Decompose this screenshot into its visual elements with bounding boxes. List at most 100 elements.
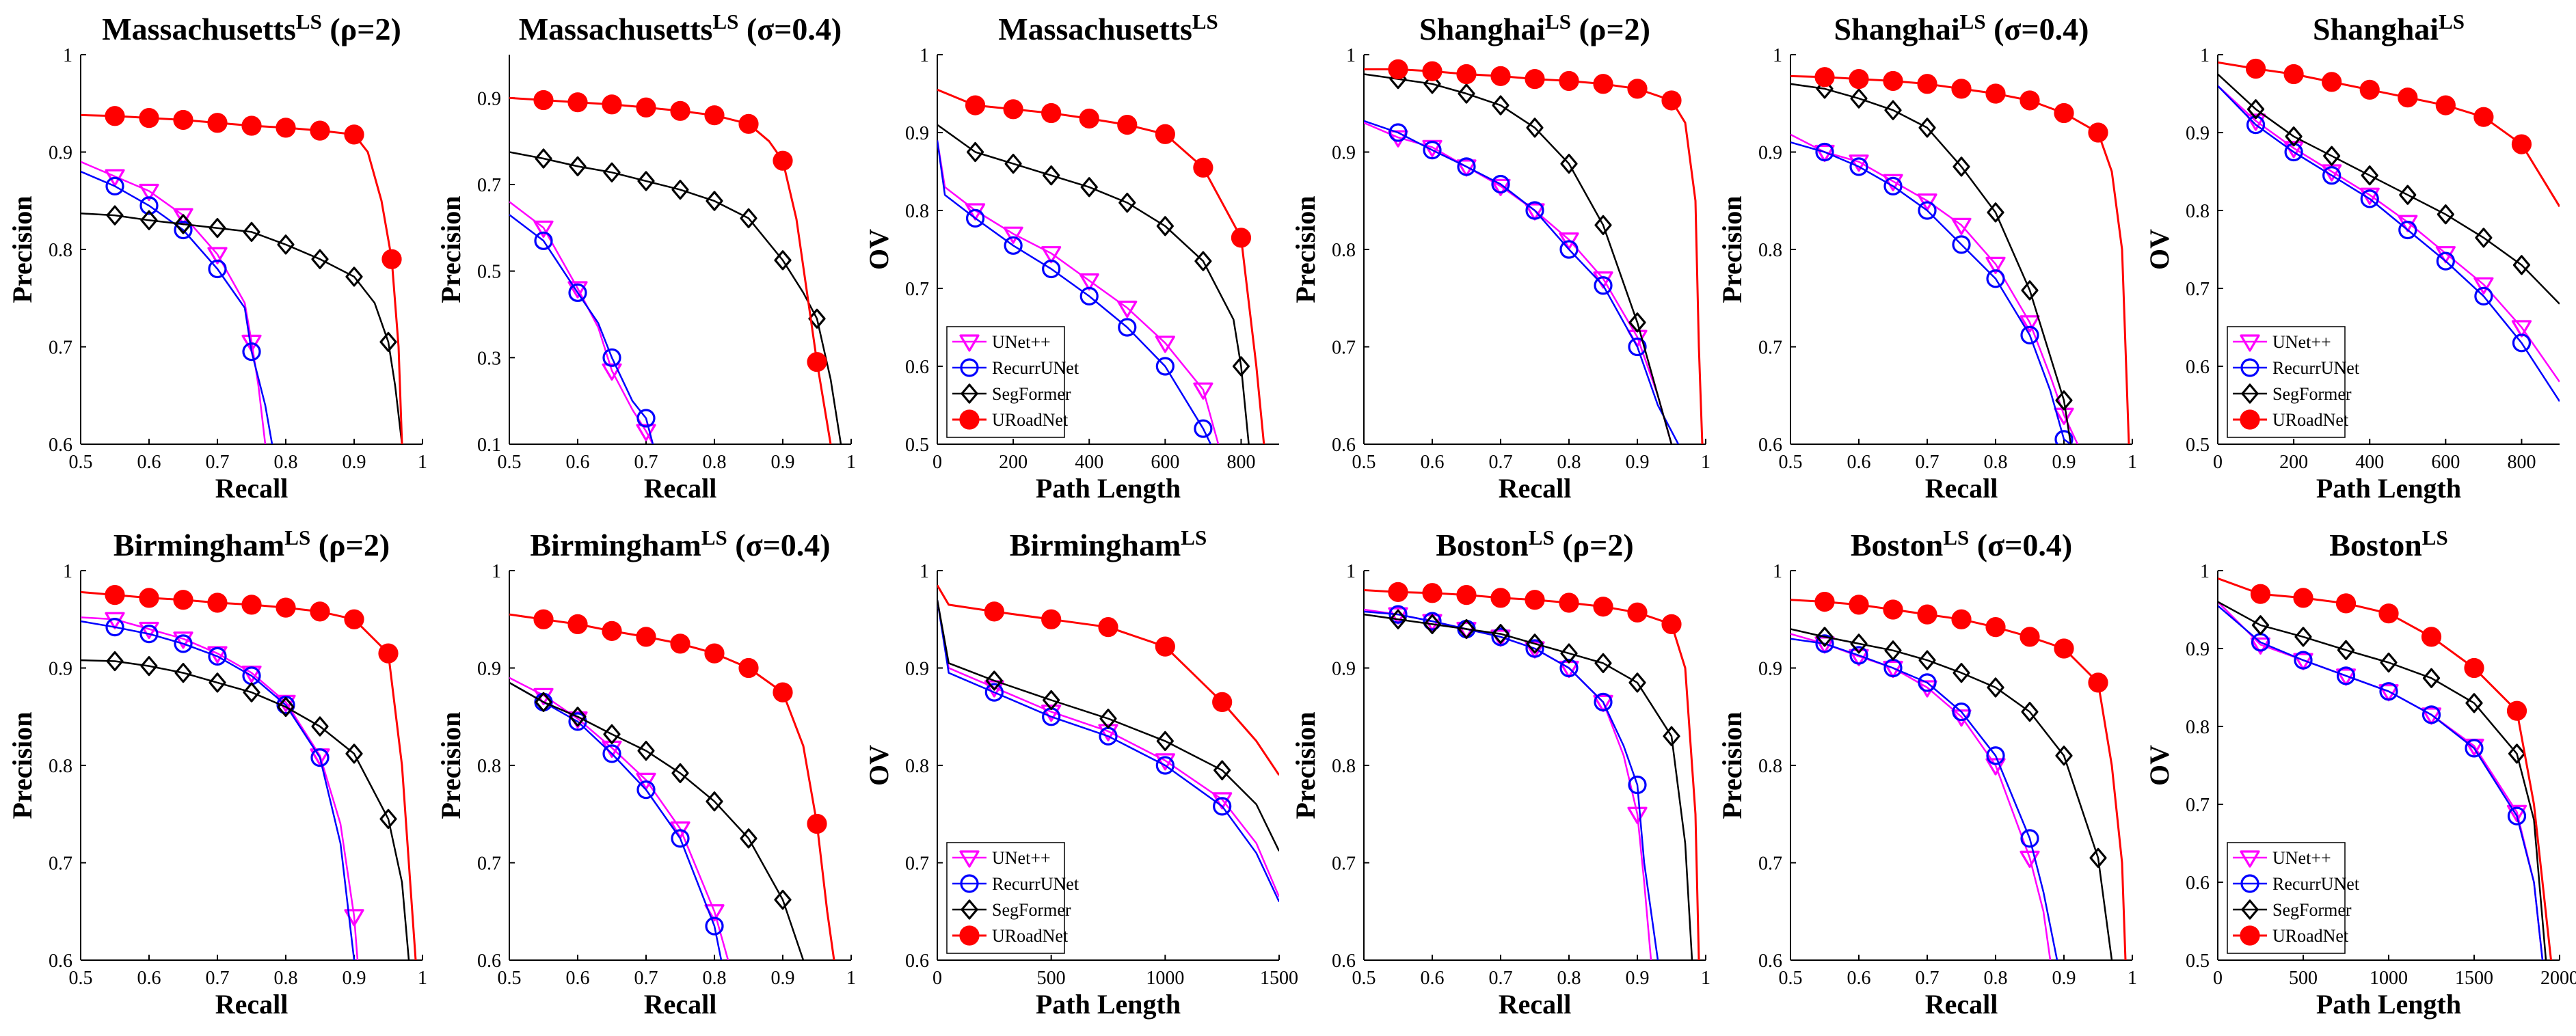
series-unet-point bbox=[2511, 320, 2532, 338]
x-tick-label: 0 bbox=[933, 452, 942, 473]
y-tick-label: 0.7 bbox=[905, 854, 929, 875]
y-tick-label: 0.3 bbox=[477, 348, 501, 369]
series-uroadnet-point bbox=[636, 627, 656, 647]
series-unet-point bbox=[1041, 246, 1062, 264]
y-tick-label: 0.8 bbox=[2186, 201, 2210, 222]
x-tick-label: 0.6 bbox=[1421, 968, 1445, 989]
series-segformer-point bbox=[2422, 668, 2441, 688]
legend-recurrunet-label: RecurrUNet bbox=[992, 358, 1079, 378]
series-segformer-point bbox=[1423, 74, 1441, 94]
series-uroadnet-point bbox=[807, 813, 827, 834]
chart-title-name: Shanghai bbox=[1419, 12, 1545, 46]
series-segformer-point bbox=[1004, 154, 1022, 174]
series-segformer-point bbox=[277, 696, 295, 718]
chart-title: MassachusettsLS bbox=[998, 10, 1218, 46]
y-axis-label: OV bbox=[2144, 229, 2175, 270]
y-tick-label: 0.7 bbox=[1332, 338, 1356, 359]
series-segformer-point bbox=[379, 808, 397, 829]
series-recurrunet-line bbox=[1364, 120, 1680, 444]
chart-title-superscript: LS bbox=[1943, 526, 1969, 549]
x-tick-label: 600 bbox=[1151, 452, 1179, 473]
y-tick-label: 0.5 bbox=[2186, 435, 2210, 456]
x-tick-label: 0.6 bbox=[137, 968, 161, 989]
series-recurrunet-point bbox=[139, 625, 159, 644]
series-recurrunet-point bbox=[105, 176, 124, 195]
x-axis-label: Recall bbox=[1925, 473, 1998, 504]
y-tick-label: 0.8 bbox=[2186, 717, 2210, 738]
series-unet-point bbox=[1155, 753, 1175, 771]
series-unet-point bbox=[1627, 806, 1648, 824]
plot-area bbox=[937, 584, 1279, 903]
legend-uroadnet-marker bbox=[2240, 409, 2260, 430]
y-tick-label: 0.9 bbox=[477, 659, 501, 680]
x-tick-label: 500 bbox=[2289, 968, 2318, 989]
plot-area bbox=[1790, 591, 2127, 960]
series-unet-point bbox=[241, 334, 262, 352]
series-recurrunet-point bbox=[1918, 201, 1937, 220]
series-segformer-point bbox=[1628, 672, 1646, 693]
x-axis-label: Recall bbox=[215, 473, 289, 504]
series-segformer-point bbox=[106, 205, 124, 226]
legend-unet-marker bbox=[2240, 850, 2260, 868]
chart-title-name: Birmingham bbox=[530, 528, 701, 562]
series-recurrunet-point bbox=[1525, 639, 1544, 658]
chart-title-name: Birmingham bbox=[113, 528, 284, 562]
series-segformer-point bbox=[1918, 118, 1936, 138]
x-tick-label: 400 bbox=[1075, 452, 1103, 473]
legend-unet-marker bbox=[959, 850, 980, 868]
y-tick-label: 0.8 bbox=[905, 756, 929, 777]
series-recurrunet-point bbox=[2507, 806, 2527, 826]
series-segformer-point bbox=[140, 656, 158, 677]
series-segformer-point bbox=[1816, 79, 1834, 99]
x-tick-label: 0.5 bbox=[1352, 452, 1376, 473]
series-uroadnet-point bbox=[381, 249, 402, 269]
series-recurrunet-point bbox=[2379, 682, 2398, 701]
series-segformer-point bbox=[1850, 88, 1868, 109]
y-axis-label: Precision bbox=[1290, 711, 1321, 819]
series-segformer-point bbox=[569, 707, 587, 727]
chart-boston-0-4: BostonLS (σ=0.4)0.5 0.6 0.7 0.8 0.9 10.60.70.… bbox=[1717, 526, 2137, 1020]
series-uroadnet-point bbox=[310, 601, 330, 622]
series-recurrunet-point bbox=[208, 259, 227, 279]
series-segformer-point bbox=[1156, 216, 1174, 236]
x-tick-label: 0.6 bbox=[566, 968, 590, 989]
series-uroadnet-point bbox=[344, 124, 364, 145]
x-axis-label: Recall bbox=[644, 473, 717, 504]
y-tick-label: 1 bbox=[1346, 561, 1356, 582]
series-unet-point bbox=[1098, 724, 1118, 741]
series-uroadnet-point bbox=[2088, 122, 2108, 143]
series-recurrunet-point bbox=[1388, 123, 1408, 142]
series-recurrunet-point bbox=[2398, 220, 2417, 240]
series-segformer-point bbox=[1492, 95, 1510, 115]
legend-segformer-marker bbox=[961, 899, 978, 920]
series-recurrunet-point bbox=[1079, 286, 1099, 305]
series-uroadnet-point bbox=[2322, 72, 2342, 92]
series-recurrunet-point bbox=[139, 196, 159, 215]
series-unet-point bbox=[1525, 203, 1545, 221]
series-recurrunet-point bbox=[1388, 605, 1408, 624]
series-segformer-point bbox=[671, 180, 689, 200]
x-tick-label: 1500 bbox=[2455, 968, 2493, 989]
series-uroadnet-point bbox=[1814, 67, 1835, 87]
series-uroadnet-point bbox=[2250, 584, 2271, 604]
series-uroadnet-point bbox=[2054, 638, 2074, 659]
chart-title-name: Massachusetts bbox=[102, 12, 296, 46]
series-segformer-point bbox=[2021, 702, 2039, 722]
series-segformer-point bbox=[1423, 614, 1441, 634]
series-recurrunet-line bbox=[1790, 141, 2071, 444]
chart-title-suffix: (ρ=2) bbox=[310, 528, 390, 562]
series-uroadnet-point bbox=[207, 113, 228, 133]
chart-title-superscript: LS bbox=[1529, 526, 1555, 549]
chart-massachusetts-0-4: MassachusettsLS (σ=0.4) 0.5 0.6 0.7 0.8 0.9 1 0… bbox=[435, 10, 856, 504]
series-segformer-point bbox=[603, 162, 621, 182]
series-unet-point bbox=[1193, 382, 1213, 400]
y-tick-label: 0.9 bbox=[49, 659, 72, 680]
series-uroadnet-point bbox=[670, 100, 690, 121]
x-tick-label: 0.7 bbox=[1916, 452, 1940, 473]
series-uroadnet-point bbox=[1193, 157, 1213, 178]
plot-area bbox=[509, 609, 835, 960]
series-segformer-point bbox=[1458, 618, 1475, 640]
y-axis-label: Precision bbox=[7, 195, 38, 303]
y-tick-label: 0.5 bbox=[477, 262, 501, 283]
series-unet-point bbox=[1117, 300, 1138, 318]
